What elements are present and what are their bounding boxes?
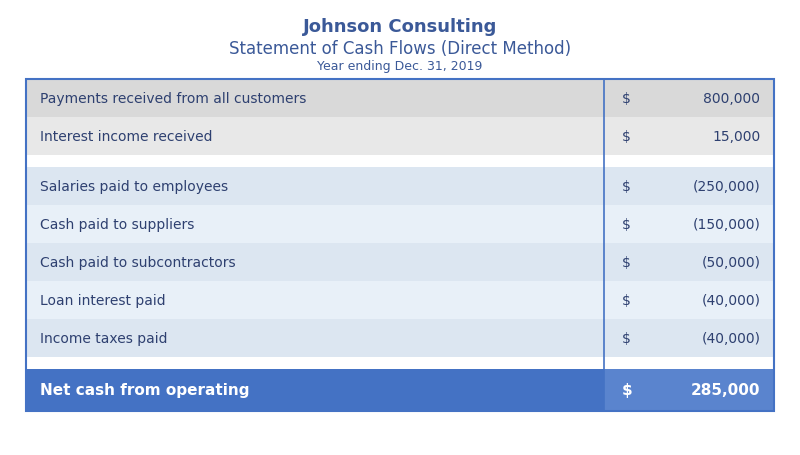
- Text: (40,000): (40,000): [702, 331, 760, 345]
- Bar: [26, 118, 604, 156]
- Text: Interest income received: Interest income received: [40, 130, 212, 144]
- Bar: [604, 118, 774, 156]
- Bar: [26, 369, 604, 411]
- Bar: [26, 319, 604, 357]
- Text: 285,000: 285,000: [691, 383, 760, 398]
- Bar: [26, 167, 604, 206]
- Text: Loan interest paid: Loan interest paid: [40, 293, 166, 307]
- Text: Payments received from all customers: Payments received from all customers: [40, 92, 306, 106]
- Text: Net cash from operating: Net cash from operating: [40, 383, 249, 398]
- Bar: [604, 80, 774, 118]
- Text: Year ending Dec. 31, 2019: Year ending Dec. 31, 2019: [318, 60, 482, 73]
- Text: Statement of Cash Flows (Direct Method): Statement of Cash Flows (Direct Method): [229, 40, 571, 58]
- Text: $: $: [622, 255, 631, 269]
- Bar: [604, 369, 774, 411]
- Text: $: $: [622, 217, 631, 232]
- Text: Cash paid to subcontractors: Cash paid to subcontractors: [40, 255, 235, 269]
- Text: $: $: [622, 180, 631, 193]
- Text: Johnson Consulting: Johnson Consulting: [303, 18, 497, 36]
- Text: $: $: [622, 130, 631, 144]
- Bar: [604, 281, 774, 319]
- Text: Cash paid to suppliers: Cash paid to suppliers: [40, 217, 194, 232]
- Bar: [26, 80, 604, 118]
- Text: $: $: [622, 331, 631, 345]
- Bar: [26, 243, 604, 281]
- Text: Income taxes paid: Income taxes paid: [40, 331, 167, 345]
- Text: 800,000: 800,000: [703, 92, 760, 106]
- Text: 15,000: 15,000: [712, 130, 760, 144]
- Bar: [604, 243, 774, 281]
- Bar: [604, 319, 774, 357]
- Text: (250,000): (250,000): [693, 180, 760, 193]
- Text: $: $: [622, 92, 631, 106]
- Text: $: $: [622, 293, 631, 307]
- Bar: [604, 167, 774, 206]
- Text: $: $: [622, 383, 633, 398]
- Text: (50,000): (50,000): [702, 255, 760, 269]
- Bar: [26, 281, 604, 319]
- Bar: [26, 80, 774, 411]
- Text: (40,000): (40,000): [702, 293, 760, 307]
- Text: (150,000): (150,000): [693, 217, 760, 232]
- Text: Salaries paid to employees: Salaries paid to employees: [40, 180, 228, 193]
- Bar: [604, 206, 774, 243]
- Bar: [26, 206, 604, 243]
